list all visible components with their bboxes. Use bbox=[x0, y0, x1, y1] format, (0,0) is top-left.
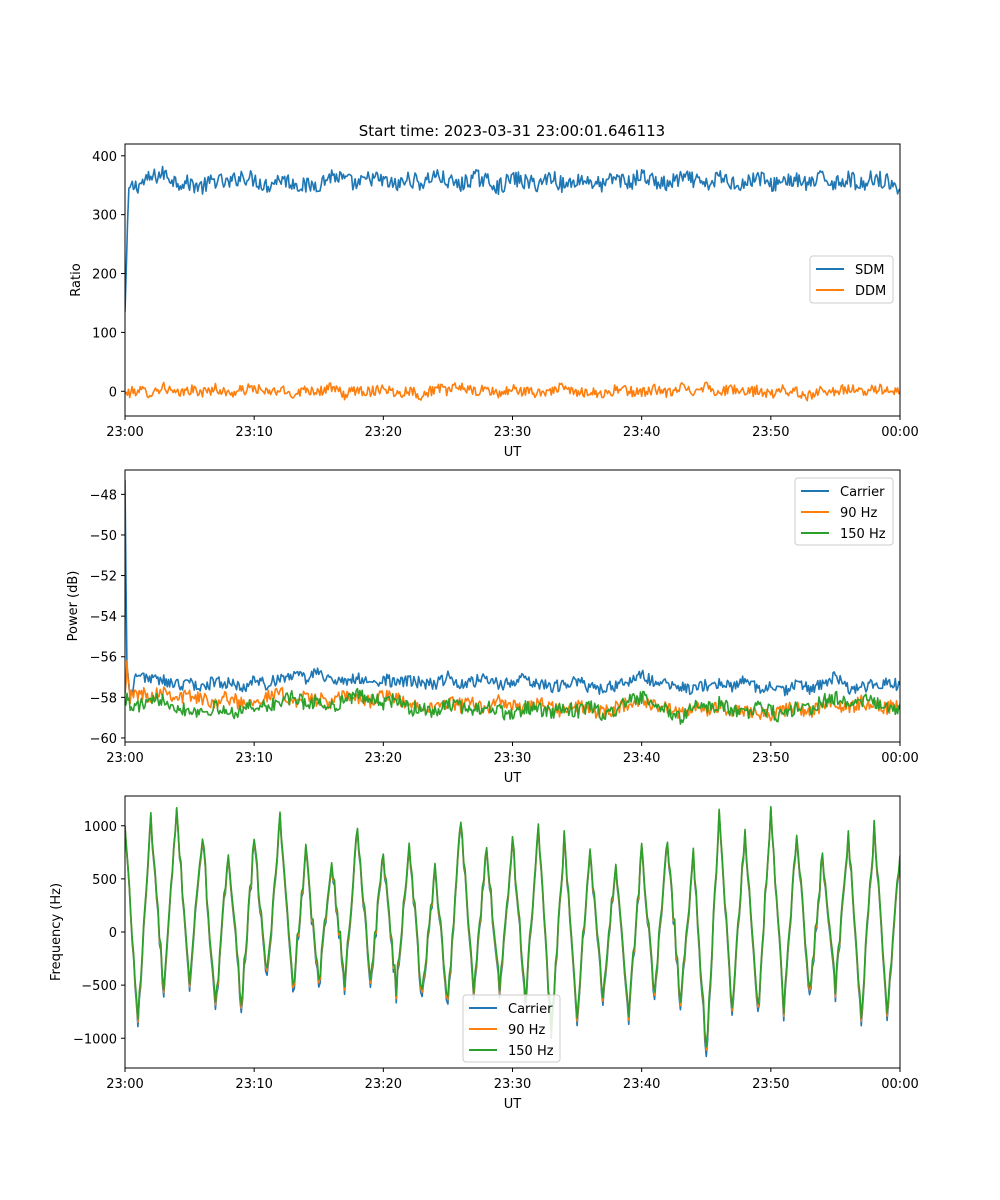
series-line-ddm bbox=[125, 381, 900, 402]
x-tick-label: 23:50 bbox=[752, 1077, 789, 1092]
legend-box bbox=[809, 255, 894, 304]
series-line-carrier bbox=[125, 480, 900, 697]
y-tick-label: −56 bbox=[90, 651, 117, 666]
y-tick-label: −50 bbox=[90, 529, 117, 544]
x-axis-label: UT bbox=[504, 1097, 522, 1112]
legend-label: Carrier bbox=[508, 1002, 553, 1017]
x-tick-label: 23:20 bbox=[365, 425, 402, 440]
subplot-3: 23:00 23:10 23:20 23:30 23:40 23:50 00:00 1000 5… bbox=[49, 795, 919, 1112]
subplots: 23:00 23:10 23:20 23:30 23:40 23:50 00:00 0 100 2… bbox=[49, 143, 919, 1112]
series-line-150-hz bbox=[125, 805, 900, 1048]
x-tick-label: 23:00 bbox=[106, 1077, 143, 1092]
subplot-1: 23:00 23:10 23:20 23:30 23:40 23:50 00:00 0 100 2… bbox=[69, 143, 919, 460]
legend: Carrier 90 Hz 150 Hz bbox=[794, 477, 894, 546]
x-tick-label: 23:40 bbox=[623, 1077, 660, 1092]
legend-label: 150 Hz bbox=[840, 527, 886, 542]
x-tick-label: 23:10 bbox=[235, 751, 272, 766]
y-tick-label: 400 bbox=[92, 150, 117, 165]
y-tick-label: 0 bbox=[109, 926, 117, 941]
legend: SDM DDM bbox=[809, 255, 894, 304]
y-axis-label: Power (dB) bbox=[66, 571, 81, 642]
series-line-150-hz bbox=[125, 687, 900, 725]
x-tick-label: 23:10 bbox=[235, 1077, 272, 1092]
legend-box bbox=[462, 994, 561, 1063]
x-tick-label: 23:30 bbox=[494, 425, 531, 440]
x-tick-label: 23:00 bbox=[106, 425, 143, 440]
y-tick-label: −52 bbox=[90, 570, 117, 585]
subplot-2: 23:00 23:10 23:20 23:30 23:40 23:50 00:00 −48 −5… bbox=[66, 469, 919, 786]
series-line-sdm bbox=[125, 165, 900, 312]
y-tick-label: 200 bbox=[92, 268, 117, 283]
legend-label: SDM bbox=[855, 263, 884, 278]
y-axis-label: Ratio bbox=[69, 263, 84, 296]
y-tick-label: 100 bbox=[92, 326, 117, 341]
y-tick-label: 1000 bbox=[84, 820, 117, 835]
x-tick-label: 23:10 bbox=[235, 425, 272, 440]
y-tick-label: −58 bbox=[90, 691, 117, 706]
series-group bbox=[125, 165, 900, 402]
legend-box bbox=[794, 477, 894, 546]
series-group bbox=[125, 480, 900, 725]
y-tick-label: 0 bbox=[109, 385, 117, 400]
legend: Carrier 90 Hz 150 Hz bbox=[462, 994, 561, 1063]
x-tick-label: 23:50 bbox=[752, 751, 789, 766]
y-axis-label: Frequency (Hz) bbox=[49, 883, 64, 981]
x-axis-label: UT bbox=[504, 771, 522, 786]
legend-label: 90 Hz bbox=[508, 1023, 545, 1038]
legend-label: 150 Hz bbox=[508, 1044, 554, 1059]
y-tick-label: 500 bbox=[92, 873, 117, 888]
x-tick-label: 23:00 bbox=[106, 751, 143, 766]
y-tick-label: −54 bbox=[90, 610, 117, 625]
legend-label: DDM bbox=[855, 284, 886, 299]
series-group bbox=[125, 805, 900, 1058]
x-tick-label: 23:40 bbox=[623, 751, 660, 766]
chart-title: Start time: 2023-03-31 23:00:01.646113 bbox=[359, 122, 665, 140]
y-tick-label: −500 bbox=[81, 979, 117, 994]
x-tick-label: 23:30 bbox=[494, 751, 531, 766]
x-tick-label: 00:00 bbox=[881, 1077, 918, 1092]
x-tick-label: 23:40 bbox=[623, 425, 660, 440]
x-tick-label: 23:20 bbox=[365, 1077, 402, 1092]
x-tick-label: 23:30 bbox=[494, 1077, 531, 1092]
x-tick-label: 23:50 bbox=[752, 425, 789, 440]
y-tick-label: −60 bbox=[90, 732, 117, 747]
y-tick-label: −1000 bbox=[73, 1032, 117, 1047]
legend-label: 90 Hz bbox=[840, 506, 877, 521]
x-axis-label: UT bbox=[504, 445, 522, 460]
x-tick-label: 00:00 bbox=[881, 751, 918, 766]
legend-label: Carrier bbox=[840, 485, 885, 500]
y-tick-label: −48 bbox=[90, 488, 117, 503]
x-tick-label: 00:00 bbox=[881, 425, 918, 440]
x-tick-label: 23:20 bbox=[365, 751, 402, 766]
y-tick-label: 300 bbox=[92, 209, 117, 224]
